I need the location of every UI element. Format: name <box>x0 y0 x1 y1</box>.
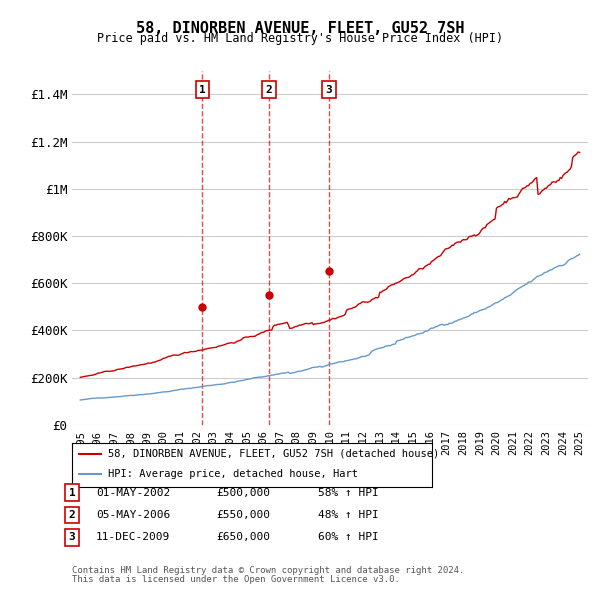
Text: 3: 3 <box>326 85 332 94</box>
Text: HPI: Average price, detached house, Hart: HPI: Average price, detached house, Hart <box>108 470 358 479</box>
Text: 58% ↑ HPI: 58% ↑ HPI <box>318 488 379 497</box>
Text: 01-MAY-2002: 01-MAY-2002 <box>96 488 170 497</box>
Text: 11-DEC-2009: 11-DEC-2009 <box>96 533 170 542</box>
Text: 58, DINORBEN AVENUE, FLEET, GU52 7SH: 58, DINORBEN AVENUE, FLEET, GU52 7SH <box>136 21 464 35</box>
Text: This data is licensed under the Open Government Licence v3.0.: This data is licensed under the Open Gov… <box>72 575 400 584</box>
Text: 1: 1 <box>68 488 76 497</box>
Text: 2: 2 <box>266 85 272 94</box>
Text: £650,000: £650,000 <box>216 533 270 542</box>
Text: 60% ↑ HPI: 60% ↑ HPI <box>318 533 379 542</box>
Text: 2: 2 <box>68 510 76 520</box>
Text: 48% ↑ HPI: 48% ↑ HPI <box>318 510 379 520</box>
Text: Price paid vs. HM Land Registry's House Price Index (HPI): Price paid vs. HM Land Registry's House … <box>97 32 503 45</box>
Text: Contains HM Land Registry data © Crown copyright and database right 2024.: Contains HM Land Registry data © Crown c… <box>72 566 464 575</box>
Text: 05-MAY-2006: 05-MAY-2006 <box>96 510 170 520</box>
Text: 1: 1 <box>199 85 206 94</box>
Text: 3: 3 <box>68 533 76 542</box>
Text: £550,000: £550,000 <box>216 510 270 520</box>
Text: £500,000: £500,000 <box>216 488 270 497</box>
Text: 58, DINORBEN AVENUE, FLEET, GU52 7SH (detached house): 58, DINORBEN AVENUE, FLEET, GU52 7SH (de… <box>108 448 439 458</box>
